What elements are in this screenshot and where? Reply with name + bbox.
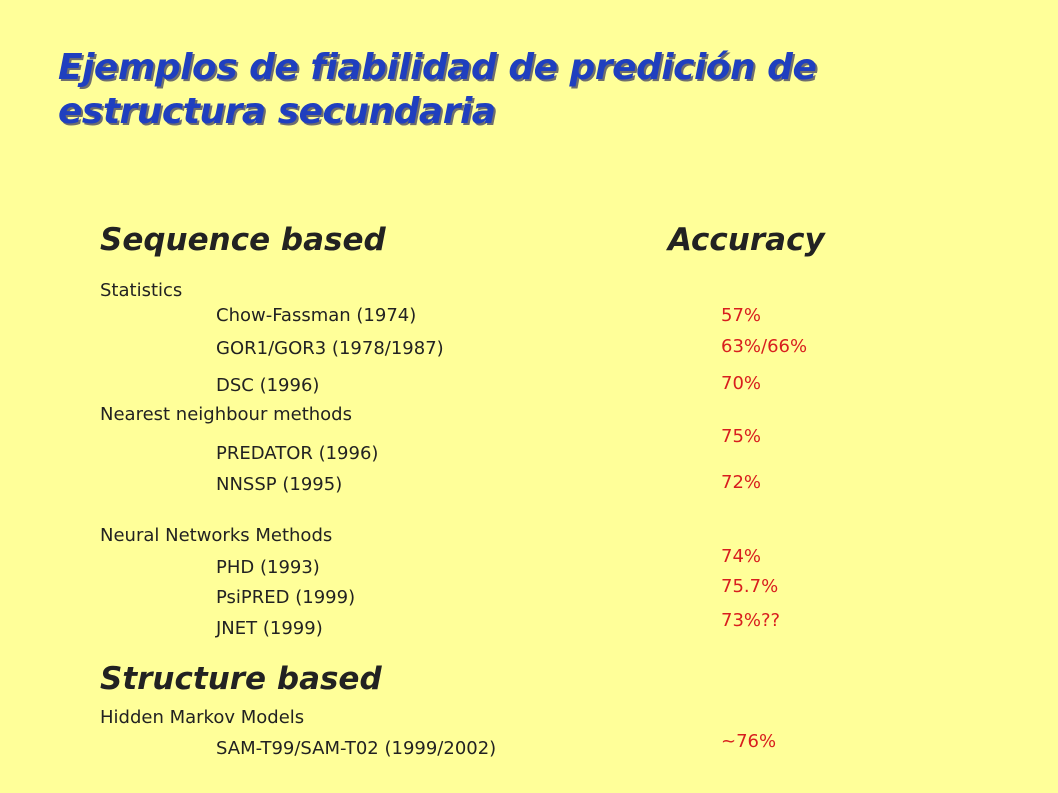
- method-phd: PHD (1993): [216, 557, 320, 578]
- method-sam-t99: SAM-T99/SAM-T02 (1999/2002): [216, 738, 497, 759]
- method-dsc: DSC (1996): [216, 375, 320, 396]
- category-hmm: Hidden Markov Models: [100, 707, 305, 728]
- method-psipred: PsiPRED (1999): [216, 587, 356, 608]
- accuracy-sam-t99: ~76%: [721, 731, 777, 752]
- accuracy-gor: 63%/66%: [721, 336, 808, 357]
- method-gor: GOR1/GOR3 (1978/1987): [216, 338, 444, 359]
- category-nearest-neighbour: Nearest neighbour methods: [100, 404, 352, 425]
- accuracy-chow-fassman: 57%: [721, 305, 762, 326]
- category-statistics: Statistics: [100, 280, 183, 301]
- accuracy-jnet: 73%??: [721, 610, 781, 631]
- accuracy-heading: Accuracy: [668, 222, 825, 258]
- category-neural-networks: Neural Networks Methods: [100, 525, 333, 546]
- method-nnssp: NNSSP (1995): [216, 474, 343, 495]
- accuracy-predator: 75%: [721, 426, 762, 447]
- structure-based-heading: Structure based: [100, 661, 382, 697]
- sequence-based-heading: Sequence based: [100, 222, 386, 258]
- accuracy-dsc: 70%: [721, 373, 762, 394]
- method-chow-fassman: Chow-Fassman (1974): [216, 305, 417, 326]
- accuracy-phd: 74%: [721, 546, 762, 567]
- accuracy-psipred: 75.7%: [721, 576, 779, 597]
- method-jnet: JNET (1999): [216, 618, 323, 639]
- accuracy-nnssp: 72%: [721, 472, 762, 493]
- method-predator: PREDATOR (1996): [216, 443, 379, 464]
- slide-title: Ejemplos de fiabilidad de predición de e…: [58, 47, 817, 132]
